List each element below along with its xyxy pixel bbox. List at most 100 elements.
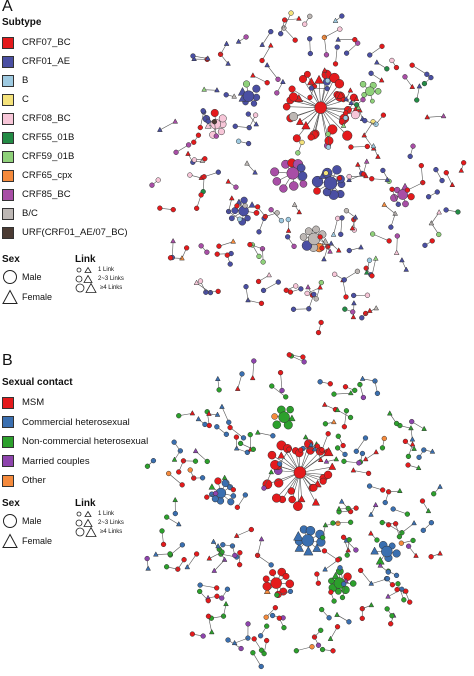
male-node [342, 384, 349, 390]
male-node [285, 216, 291, 223]
female-node [392, 210, 399, 216]
link-edge [217, 546, 225, 561]
male-node [362, 310, 369, 317]
sex-legend-a: Sex Male Female [2, 254, 52, 305]
male-node [285, 579, 295, 589]
female-node [384, 176, 391, 182]
male-node [385, 522, 392, 528]
sex-legend-title: Sex [2, 254, 20, 265]
male-node [325, 131, 331, 137]
female-node [370, 142, 377, 149]
female-node [204, 55, 211, 61]
legend-swatch [2, 93, 14, 106]
female-node [322, 566, 328, 572]
male-node [191, 139, 197, 145]
legend-swatch [2, 36, 14, 49]
female-node [314, 74, 324, 84]
link-edge [261, 45, 272, 61]
link-edge [338, 507, 357, 510]
male-node [359, 80, 367, 88]
female-node [429, 448, 436, 454]
female-node [228, 195, 235, 201]
male-node [243, 284, 249, 290]
male-node [300, 354, 306, 360]
legend-label: CRF85_BC [22, 189, 71, 200]
link-1-icons [76, 510, 92, 517]
male-node [302, 21, 308, 27]
female-node [195, 415, 202, 422]
male-node [200, 108, 206, 114]
female-node [157, 126, 163, 132]
male-node [229, 543, 236, 549]
male-node [346, 247, 352, 254]
male-node [317, 234, 323, 240]
female-node [328, 462, 337, 470]
female-node [353, 95, 360, 101]
male-node [343, 294, 349, 300]
link-edge [283, 12, 292, 29]
male-node [220, 542, 226, 548]
female-node [385, 593, 391, 599]
male-node [237, 550, 243, 556]
male-node [285, 234, 291, 240]
link-edge [360, 570, 372, 584]
male-node [214, 251, 220, 257]
male-node [264, 80, 270, 86]
male-node [359, 606, 365, 612]
male-node [384, 606, 390, 612]
male-node [211, 119, 218, 125]
male-node [357, 381, 363, 388]
male-node [334, 624, 341, 630]
male-node [341, 581, 347, 587]
male-node [259, 57, 265, 64]
male-node [288, 92, 298, 102]
male-node [431, 491, 437, 497]
link-edge [333, 218, 339, 235]
male-node [362, 118, 368, 124]
female-node [253, 121, 260, 127]
male-node [215, 288, 221, 295]
male-node [201, 174, 207, 180]
link-edge [168, 473, 183, 486]
legend-label: MSM [22, 397, 45, 409]
male-node [254, 204, 261, 210]
female-node [249, 374, 256, 381]
male-node [343, 50, 350, 56]
male-node [312, 225, 320, 234]
female-node [172, 118, 179, 124]
male-node [407, 193, 415, 201]
male-node [170, 206, 176, 213]
male-node [179, 482, 185, 488]
male-node [204, 494, 210, 500]
male-node [167, 551, 173, 557]
female-node [362, 456, 369, 462]
male-node [307, 50, 313, 57]
male-node [150, 457, 157, 464]
male-node [269, 383, 275, 389]
male-node [308, 85, 315, 91]
female-node [323, 446, 334, 457]
female-node [288, 414, 296, 422]
legend-item: B/C [2, 204, 128, 223]
male-node [187, 467, 193, 473]
male-node [217, 51, 224, 58]
male-node [360, 394, 367, 401]
male-node [242, 203, 248, 209]
link-edge [321, 433, 329, 451]
legend-label: Non-commercial heterosexual [22, 436, 149, 448]
female-node [375, 153, 381, 159]
female-node [296, 208, 303, 215]
sex-male-label: Male [22, 272, 42, 282]
male-node [342, 451, 348, 458]
female-node [170, 237, 176, 244]
female-node [184, 563, 191, 570]
male-node [257, 633, 264, 639]
female-node [267, 42, 274, 48]
male-node [213, 133, 219, 139]
link-label-1: 1 Link [98, 510, 115, 517]
link-edge [340, 217, 343, 235]
male-node [317, 379, 323, 385]
legend-swatch [2, 435, 14, 448]
sex-male-entry: Male [2, 513, 52, 529]
female-node [223, 40, 230, 46]
